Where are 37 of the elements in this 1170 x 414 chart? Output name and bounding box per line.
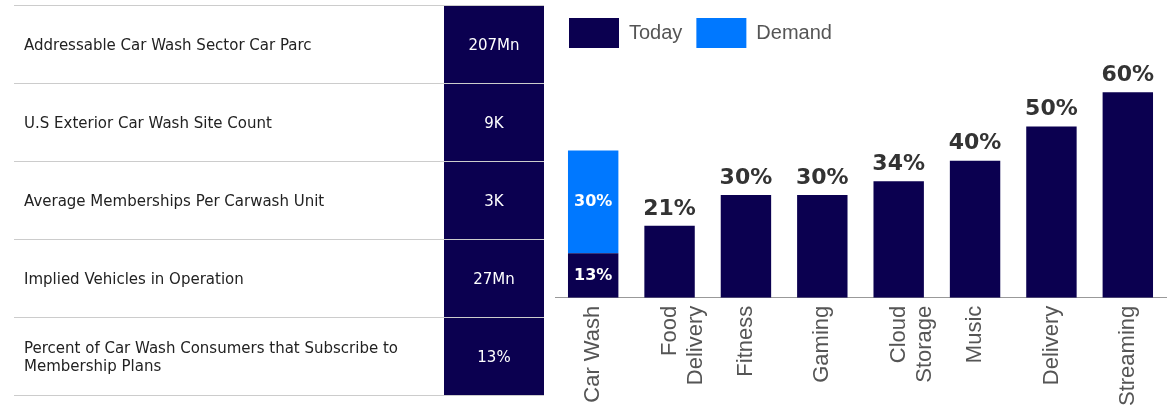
bar xyxy=(797,194,848,298)
data-label: 60% xyxy=(1101,60,1155,86)
text: 207Mn xyxy=(468,35,520,54)
data-label: 30% xyxy=(574,191,613,210)
bar xyxy=(644,225,695,298)
category-label: Addressable Car Wash Sector Car Parc xyxy=(14,5,444,84)
legend-label: Demand xyxy=(756,20,832,43)
data-label: 30% xyxy=(795,163,849,189)
bar xyxy=(949,160,1001,298)
bar xyxy=(567,150,619,254)
category-label: Average Memberships Per Carwash Unit xyxy=(14,161,444,240)
data-label: 34% xyxy=(872,150,926,176)
x-tick-label: Car Wash xyxy=(579,305,605,403)
data-label: 21% xyxy=(643,194,696,220)
text: 9K xyxy=(484,113,504,132)
category-label: Percent of Car Wash Consumers that Subscribe to Membership Plans xyxy=(14,317,444,396)
x-tick-label: Streaming xyxy=(1113,305,1139,407)
x-tick-label: Music xyxy=(961,305,987,364)
text: 27Mn xyxy=(473,269,515,288)
legend-label: Today xyxy=(629,20,683,43)
category-label: Implied Vehicles in Operation xyxy=(14,239,444,318)
data-label: 50% xyxy=(1025,95,1078,121)
x-tick-label: Fitness xyxy=(732,305,757,377)
bar xyxy=(873,181,924,298)
x-tick-label: Food Delivery xyxy=(655,305,708,386)
category-label: U.S Exterior Car Wash Site Count xyxy=(14,83,444,162)
x-tick-label: Delivery xyxy=(1037,305,1063,386)
bar xyxy=(720,194,772,298)
data-label: 30% xyxy=(719,163,773,189)
data-label: 13% xyxy=(574,264,613,284)
x-tick-label: Gaming xyxy=(808,305,834,383)
x-tick-label: Cloud Storage xyxy=(884,305,937,383)
text: 3K xyxy=(484,191,504,210)
bar xyxy=(1102,92,1154,298)
bar xyxy=(1026,126,1077,298)
data-label: 40% xyxy=(948,129,1002,155)
text: 13% xyxy=(477,347,511,366)
